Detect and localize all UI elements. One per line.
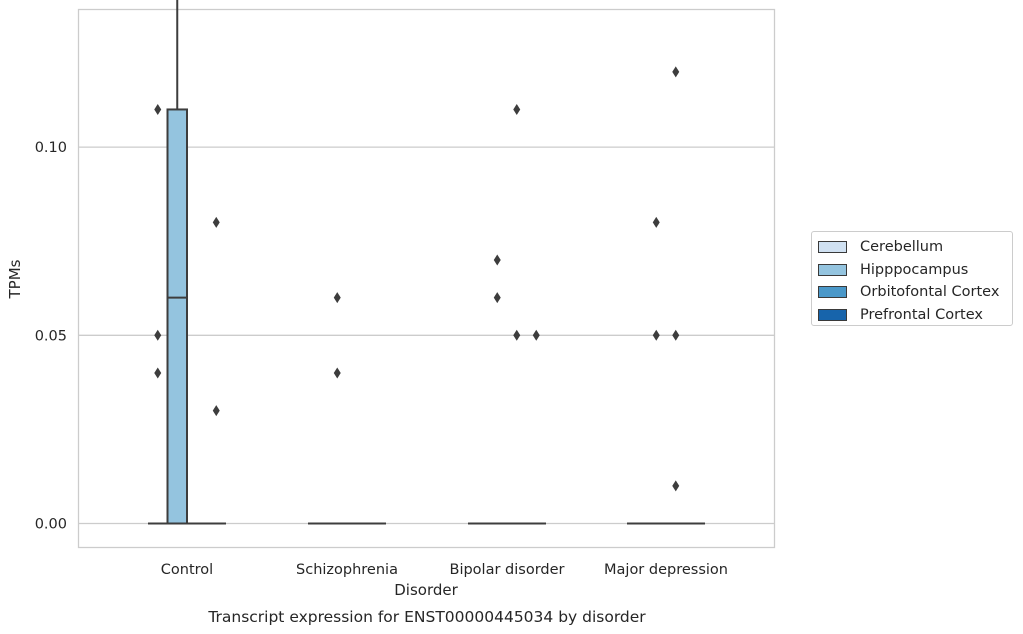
plot-area-frame [77, 8, 776, 549]
x-tick-label: Bipolar disorder [450, 562, 565, 578]
outlier-point [513, 329, 521, 341]
outlier-point [493, 292, 501, 304]
outlier-point [154, 367, 162, 379]
legend-item-cerebellum: Cerebellum [818, 236, 1012, 259]
legend-swatch [818, 263, 847, 276]
x-tick-label: Schizophrenia [296, 562, 398, 578]
y-tick-label: 0.00 [35, 517, 67, 533]
box-body [166, 108, 188, 525]
chart-title: Transcript expression for ENST0000044503… [207, 608, 646, 626]
y-tick-labels: 0.000.050.100.150.200.25 [35, 140, 67, 533]
outlier-point [212, 405, 220, 417]
legend-label: Hipppocampus [860, 261, 969, 278]
y-axis-label: TPMs [6, 259, 24, 299]
outlier-point [154, 329, 162, 341]
legend-label: Prefrontal Cortex [860, 306, 983, 323]
legend-item-prefrontal-cortex: Prefrontal Cortex [818, 304, 1012, 327]
x-tick-label: Major depression [604, 562, 728, 578]
outlier-point [333, 292, 341, 304]
y-tick-label: 0.05 [35, 328, 67, 344]
outlier-point [212, 216, 220, 228]
outlier-point [493, 254, 501, 266]
y-tick-label: 0.10 [35, 140, 67, 156]
box-hipppocampus [166, 0, 188, 525]
legend-label: Cerebellum [860, 239, 944, 256]
boxes [148, 0, 705, 525]
outlier-point [532, 329, 540, 341]
x-tick-labels: Control Schizophrenia Bipolar disorder Majo… [161, 562, 728, 578]
legend-item-hippocampus: Hipppocampus [818, 259, 1012, 282]
legend-item-orbitofrontal-cortex: Orbitofontal Cortex [818, 281, 1012, 304]
outlier-points [154, 66, 680, 492]
x-axis-label: Disorder [394, 581, 458, 599]
outlier-point [154, 103, 162, 115]
outlier-point [672, 66, 680, 78]
outlier-point [652, 329, 660, 341]
outlier-point [513, 103, 521, 115]
outlier-point [672, 480, 680, 492]
x-tick-label: Control [161, 562, 213, 578]
outlier-point [652, 216, 660, 228]
legend-swatch [818, 286, 847, 299]
outlier-point [333, 367, 341, 379]
legend-label: Orbitofontal Cortex [860, 284, 1000, 301]
legend: Cerebellum Hipppocampus Orbitofontal Cor… [811, 231, 1013, 326]
legend-swatch [818, 308, 847, 321]
legend-swatch [818, 241, 847, 254]
outlier-point [672, 329, 680, 341]
